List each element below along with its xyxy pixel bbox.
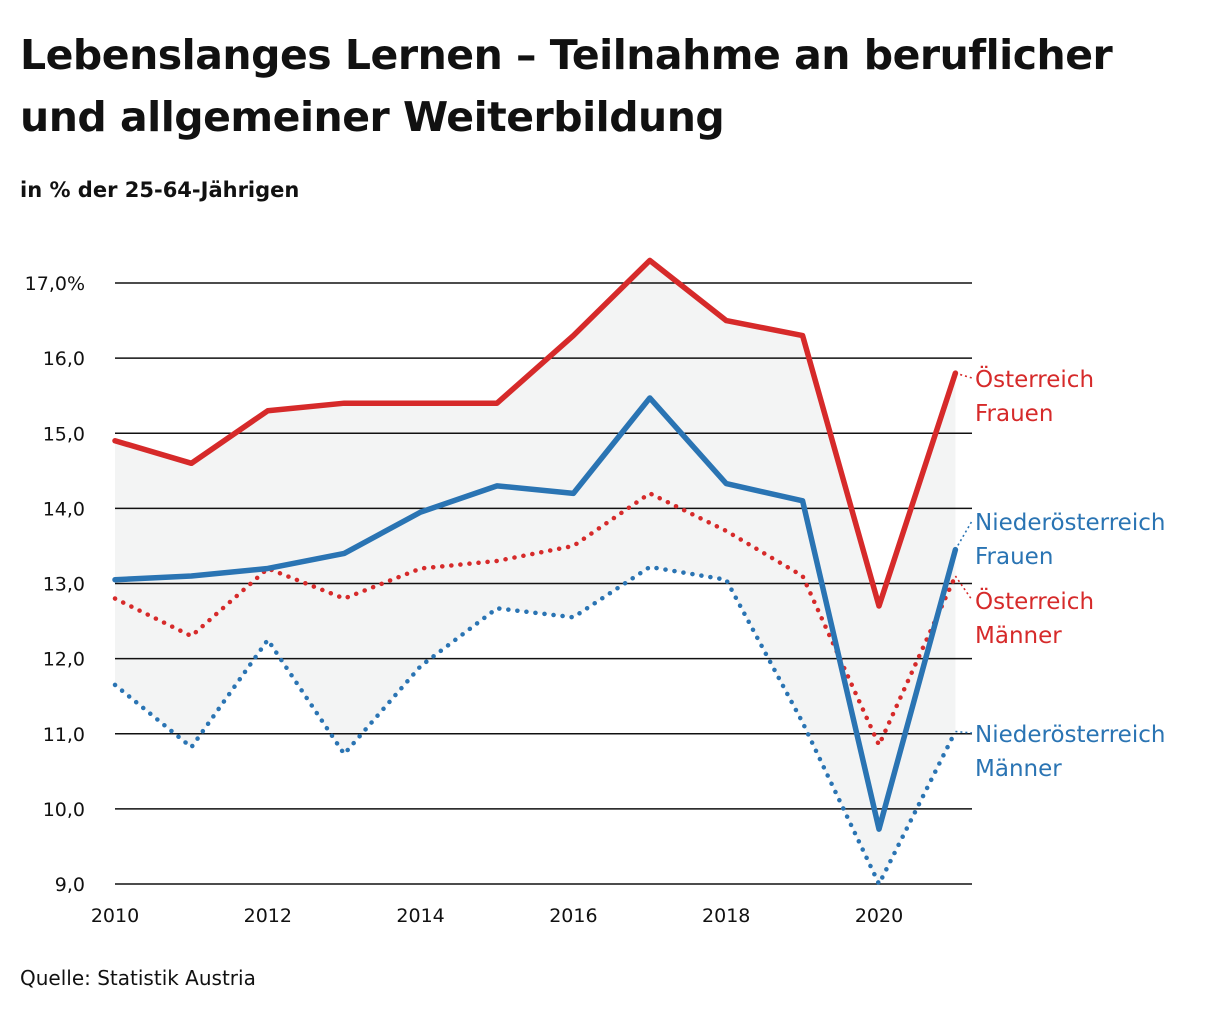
series-line-0 <box>112 257 959 609</box>
y-tick-label: 15,0 <box>43 423 85 445</box>
series-labels: Österreich Frauen Niederösterreich Frauen Ös… <box>954 365 1165 782</box>
x-tick-label: 2018 <box>702 905 750 927</box>
chart-subtitle: in % der 25-64-Jährigen <box>20 178 300 202</box>
x-tick-label: 2016 <box>549 905 597 927</box>
gridlines <box>115 282 972 885</box>
y-tick-label: 17,0% <box>25 273 85 295</box>
y-tick-label: 12,0 <box>43 649 85 671</box>
label-connector <box>954 575 973 601</box>
x-tick-label: 2014 <box>396 905 444 927</box>
y-tick-label: 11,0 <box>43 724 85 746</box>
y-tick-label: 10,0 <box>43 799 85 821</box>
source-note: Quelle: Statistik Austria <box>20 966 256 990</box>
series-label: Männer <box>975 623 1062 649</box>
label-connector <box>954 520 973 551</box>
label-connector <box>955 730 973 734</box>
y-tick-label: 16,0 <box>43 348 85 370</box>
x-axis-ticks: 2010 2012 2014 2016 2018 2020 <box>91 905 903 927</box>
x-tick-label: 2010 <box>91 905 139 927</box>
series-lines <box>112 257 959 887</box>
y-tick-label: 14,0 <box>43 498 85 520</box>
band-area <box>115 260 956 884</box>
series-line-1 <box>112 395 959 832</box>
series-label: Männer <box>975 756 1062 782</box>
series-label: Frauen <box>975 544 1053 570</box>
x-tick-label: 2012 <box>244 905 292 927</box>
series-line-3 <box>112 564 958 887</box>
y-tick-label: 13,0 <box>43 574 85 596</box>
x-tick-label: 2020 <box>855 905 903 927</box>
series-label: Frauen <box>975 401 1053 427</box>
range-band <box>115 260 956 884</box>
series-label: Niederösterreich <box>975 722 1165 748</box>
chart-title: Lebenslanges Lernen – Teilnahme an beruf… <box>20 31 1113 141</box>
series-label: Österreich <box>975 587 1094 615</box>
y-axis-ticks: 9,0 10,0 11,0 12,0 13,0 14,0 15,0 16,0 17,0% <box>25 273 85 896</box>
y-tick-label: 9,0 <box>55 874 85 896</box>
series-label: Österreich <box>975 365 1094 393</box>
series-label: Niederösterreich <box>975 510 1165 536</box>
